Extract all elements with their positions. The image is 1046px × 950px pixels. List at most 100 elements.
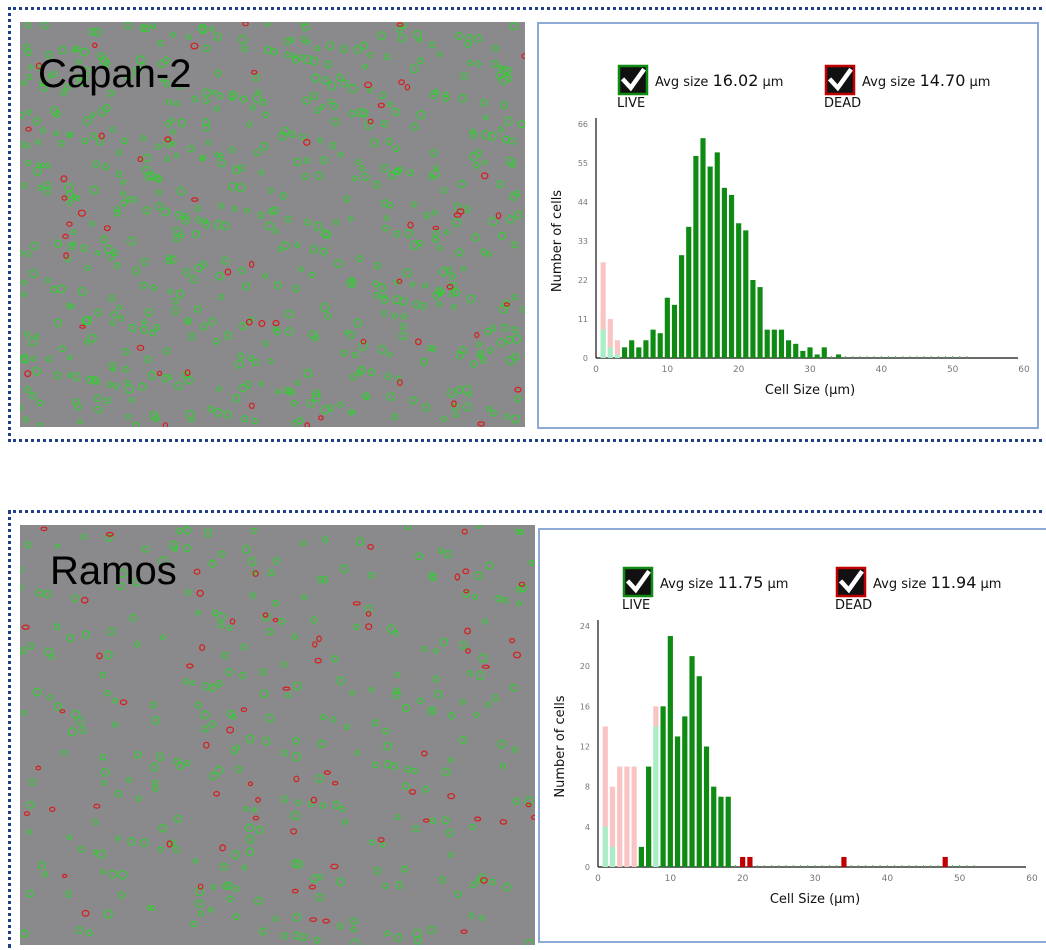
- live-cell-outline: [176, 761, 185, 770]
- x-axis-title: Cell Size (µm): [765, 383, 855, 398]
- live-cell-outline: [422, 283, 429, 289]
- dead-cell-outline: [190, 42, 199, 50]
- dead-cell-outline: [61, 873, 68, 878]
- y-tick-label: 11: [578, 315, 588, 324]
- live-cell-outline: [178, 232, 185, 239]
- live-cell-outline: [486, 347, 494, 354]
- live-cell-outline: [231, 394, 241, 403]
- dead-cell-outline: [453, 212, 462, 218]
- live-cell-outline: [238, 266, 246, 274]
- live-cell-outline: [251, 417, 258, 425]
- live-cell-outline: [410, 122, 419, 131]
- live-cell-outline: [472, 594, 478, 600]
- live-cell-outline: [412, 825, 420, 833]
- live-cell-outline: [508, 137, 516, 145]
- live-cell-outline: [158, 824, 167, 833]
- live-cell-outline: [23, 43, 30, 51]
- live-cell-outline: [249, 104, 256, 111]
- dead-cell-outline: [352, 601, 361, 606]
- live-cell-outline: [202, 44, 211, 52]
- live-cell-outline: [39, 83, 48, 92]
- live-cell-outline: [473, 161, 480, 169]
- dead-cell-outline: [258, 320, 266, 328]
- live-cell-outline: [337, 401, 344, 408]
- live-cell-outline: [46, 694, 54, 701]
- live-cell-outline: [31, 355, 37, 362]
- live-cell-outline: [411, 201, 417, 208]
- live-cell-outline: [284, 215, 292, 223]
- live-cell-outline: [317, 137, 324, 144]
- live-bar: [725, 796, 731, 867]
- live-cell-outline: [149, 329, 156, 336]
- live-cell-outline: [104, 690, 111, 697]
- live-cell-outline: [445, 829, 454, 837]
- live-cell-outline: [155, 202, 164, 211]
- live-cell-outline: [213, 105, 220, 112]
- live-cell-outline: [412, 928, 422, 938]
- live-cell-outline: [499, 762, 506, 769]
- live-cell-outline: [155, 175, 163, 183]
- live-cell-outline: [226, 895, 234, 903]
- live-cell-outline: [514, 528, 521, 535]
- live-cell-outline: [416, 110, 426, 120]
- live-cell-outline: [314, 45, 321, 52]
- live-cell-outline: [380, 164, 389, 173]
- live-cell-outline: [505, 356, 516, 366]
- live-cell-outline: [131, 266, 140, 275]
- live-cell-outline: [328, 98, 335, 105]
- live-cell-outline: [515, 585, 523, 593]
- live-cell-outline: [211, 609, 219, 617]
- live-cell-outline: [99, 753, 107, 761]
- live-cell-outline: [471, 233, 480, 242]
- live-cell-outline: [202, 220, 211, 229]
- live-cell-outline: [191, 95, 199, 103]
- live-cell-outline: [395, 881, 404, 890]
- live-cell-outline: [291, 859, 301, 868]
- live-cell-outline: [75, 926, 84, 935]
- live-cell-outline: [238, 164, 245, 172]
- live-cell-outline: [87, 333, 97, 343]
- live-cell-outline: [353, 45, 362, 55]
- live-cell-outline: [481, 130, 491, 140]
- live-cell-outline: [45, 51, 53, 59]
- live-cell-outline: [490, 60, 499, 68]
- live-cell-outline: [485, 701, 492, 708]
- live-cell-outline: [29, 392, 37, 400]
- live-cell-outline: [436, 245, 443, 251]
- live-cell-outline: [394, 933, 403, 942]
- live-cell-outline: [26, 801, 35, 809]
- live-cell-outline: [459, 698, 466, 705]
- dead-cell-outline: [199, 644, 206, 652]
- dead-bar: [942, 856, 948, 867]
- live-cell-outline: [34, 333, 40, 339]
- live-cell-outline: [348, 83, 358, 93]
- live-cell-outline: [44, 162, 51, 169]
- live-cell-outline: [120, 199, 128, 207]
- live-cell-outline: [262, 273, 268, 279]
- live-cell-outline: [90, 132, 98, 140]
- dead-cell-outline: [322, 918, 331, 924]
- live-cell-outline: [146, 904, 152, 911]
- dead-cell-outline: [525, 802, 532, 808]
- live-cell-outline: [283, 37, 292, 46]
- live-cell-outline: [340, 79, 349, 88]
- live-cell-outline: [138, 382, 147, 391]
- live-cell-outline: [220, 221, 230, 231]
- live-cell-outline: [503, 413, 510, 420]
- live-cell-outline: [113, 383, 120, 389]
- dead-cell-outline: [316, 635, 322, 643]
- live-cell-outline: [422, 785, 430, 793]
- live-cell-outline: [25, 889, 34, 898]
- live-cell-outline: [413, 30, 423, 40]
- live-cell-outline: [501, 323, 510, 332]
- live-bar: [650, 329, 656, 358]
- live-cell-outline: [205, 139, 212, 146]
- dead-cell-outline: [59, 709, 66, 714]
- live-cell-outline: [229, 146, 236, 153]
- live-cell-outline: [485, 250, 492, 257]
- live-cell-outline: [174, 381, 183, 390]
- live-cell-outline: [289, 37, 295, 43]
- dead-cell-outline: [422, 818, 430, 823]
- live-cell-outline: [58, 45, 67, 55]
- live-cell-outline: [369, 138, 379, 148]
